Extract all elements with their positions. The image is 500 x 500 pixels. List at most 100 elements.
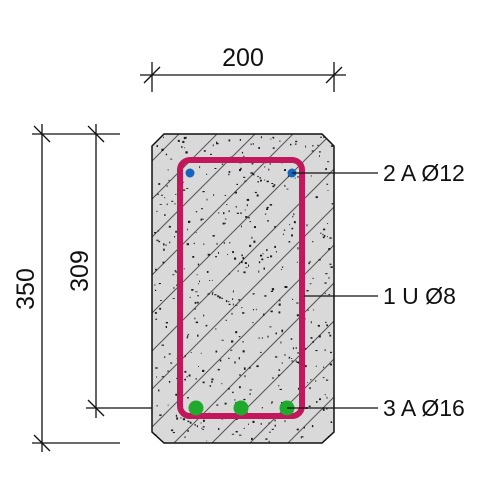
aggregate-speckle bbox=[156, 376, 158, 378]
aggregate-speckle bbox=[155, 367, 158, 369]
aggregate-speckle bbox=[160, 194, 163, 196]
aggregate-speckle bbox=[155, 268, 157, 271]
aggregate-speckle bbox=[281, 331, 283, 333]
aggregate-speckle bbox=[260, 422, 262, 425]
aggregate-speckle bbox=[184, 378, 186, 381]
aggregate-speckle bbox=[315, 350, 318, 352]
aggregate-speckle bbox=[271, 402, 273, 404]
aggregate-speckle bbox=[327, 223, 329, 225]
aggregate-speckle bbox=[202, 381, 205, 384]
aggregate-speckle bbox=[232, 298, 234, 300]
hatch-line bbox=[211, 134, 334, 443]
aggregate-speckle bbox=[296, 314, 299, 317]
aggregate-speckle bbox=[184, 370, 187, 373]
aggregate-speckle bbox=[228, 171, 231, 173]
aggregate-speckle bbox=[163, 243, 165, 246]
aggregate-speckle bbox=[175, 193, 177, 195]
aggregate-speckle bbox=[174, 236, 176, 238]
aggregate-speckle bbox=[283, 229, 286, 231]
aggregate-speckle bbox=[294, 177, 296, 179]
aggregate-speckle bbox=[288, 241, 291, 243]
aggregate-speckle bbox=[262, 253, 264, 255]
aggregate-speckle bbox=[270, 255, 273, 258]
aggregate-speckle bbox=[315, 196, 318, 199]
aggregate-speckle bbox=[292, 298, 294, 300]
aggregate-speckle bbox=[228, 173, 230, 176]
aggregate-speckle bbox=[191, 289, 194, 291]
aggregate-speckle bbox=[325, 379, 329, 381]
aggregate-speckle bbox=[229, 242, 231, 244]
aggregate-speckle bbox=[245, 267, 248, 269]
aggregate-speckle bbox=[206, 440, 208, 442]
aggregate-speckle bbox=[296, 361, 299, 363]
aggregate-speckle bbox=[274, 424, 276, 427]
aggregate-speckle bbox=[324, 292, 326, 295]
aggregate-speckle bbox=[307, 382, 308, 383]
aggregate-speckle bbox=[248, 367, 251, 369]
aggregate-speckle bbox=[291, 358, 293, 359]
aggregate-speckle bbox=[251, 236, 253, 239]
aggregate-speckle bbox=[327, 236, 328, 238]
aggregate-speckle bbox=[184, 355, 186, 358]
aggregate-speckle bbox=[264, 213, 267, 215]
aggregate-speckle bbox=[283, 233, 284, 236]
aggregate-speckle bbox=[328, 248, 331, 251]
aggregate-speckle bbox=[306, 224, 308, 227]
aggregate-speckle bbox=[163, 248, 165, 251]
aggregate-speckle bbox=[328, 276, 330, 279]
total-height-label: 350 bbox=[12, 268, 40, 310]
aggregate-speckle bbox=[199, 280, 200, 283]
aggregate-speckle bbox=[268, 440, 270, 443]
aggregate-speckle bbox=[216, 141, 218, 144]
width-dimension: 200 bbox=[140, 44, 346, 92]
aggregate-speckle bbox=[245, 216, 248, 218]
hatch-line bbox=[152, 134, 334, 443]
aggregate-speckle bbox=[174, 270, 177, 272]
aggregate-speckle bbox=[253, 240, 256, 243]
aggregate-speckle bbox=[270, 310, 273, 313]
aggregate-speckle bbox=[232, 290, 234, 293]
aggregate-speckle bbox=[290, 143, 292, 146]
aggregate-speckle bbox=[239, 169, 241, 172]
aggregate-speckle bbox=[241, 307, 243, 309]
aggregate-speckle bbox=[329, 263, 332, 265]
aggregate-speckle bbox=[228, 273, 231, 275]
aggregate-speckle bbox=[243, 398, 246, 401]
aggregate-speckle bbox=[216, 242, 218, 245]
aggregate-speckle bbox=[248, 423, 249, 425]
aggregate-speckle bbox=[200, 352, 202, 354]
aggregate-speckle bbox=[278, 303, 281, 306]
aggregate-speckle bbox=[167, 370, 170, 372]
aggregate-speckle bbox=[274, 226, 277, 228]
aggregate-speckle bbox=[194, 308, 197, 310]
aggregate-speckle bbox=[323, 228, 326, 231]
aggregate-speckle bbox=[239, 299, 241, 301]
aggregate-speckle bbox=[263, 313, 265, 316]
bottom-bars-label: 3 A Ø16 bbox=[383, 395, 465, 421]
aggregate-speckle bbox=[231, 433, 235, 435]
aggregate-speckle bbox=[257, 181, 259, 183]
aggregate-speckle bbox=[259, 177, 261, 179]
aggregate-speckle bbox=[261, 258, 264, 261]
aggregate-speckle bbox=[156, 145, 158, 147]
aggregate-speckle bbox=[246, 204, 248, 207]
aggregate-speckle bbox=[260, 179, 262, 182]
aggregate-speckle bbox=[326, 396, 328, 399]
aggregate-speckle bbox=[239, 138, 241, 141]
top-bar-left bbox=[185, 168, 195, 178]
aggregate-speckle bbox=[212, 235, 215, 237]
aggregate-speckle bbox=[234, 361, 236, 364]
bottom-bar-left bbox=[188, 400, 204, 416]
aggregate-speckle bbox=[270, 138, 272, 140]
aggregate-speckle bbox=[228, 357, 230, 359]
aggregate-speckle bbox=[238, 357, 240, 360]
aggregate-speckle bbox=[295, 360, 297, 363]
aggregate-speckle bbox=[163, 136, 164, 138]
aggregate-speckle bbox=[213, 194, 215, 196]
aggregate-speckle bbox=[197, 263, 200, 266]
aggregate-speckle bbox=[157, 239, 159, 242]
aggregate-speckle bbox=[206, 173, 208, 175]
aggregate-speckle bbox=[215, 256, 217, 258]
aggregate-speckle bbox=[287, 175, 290, 178]
aggregate-speckle bbox=[312, 341, 314, 343]
